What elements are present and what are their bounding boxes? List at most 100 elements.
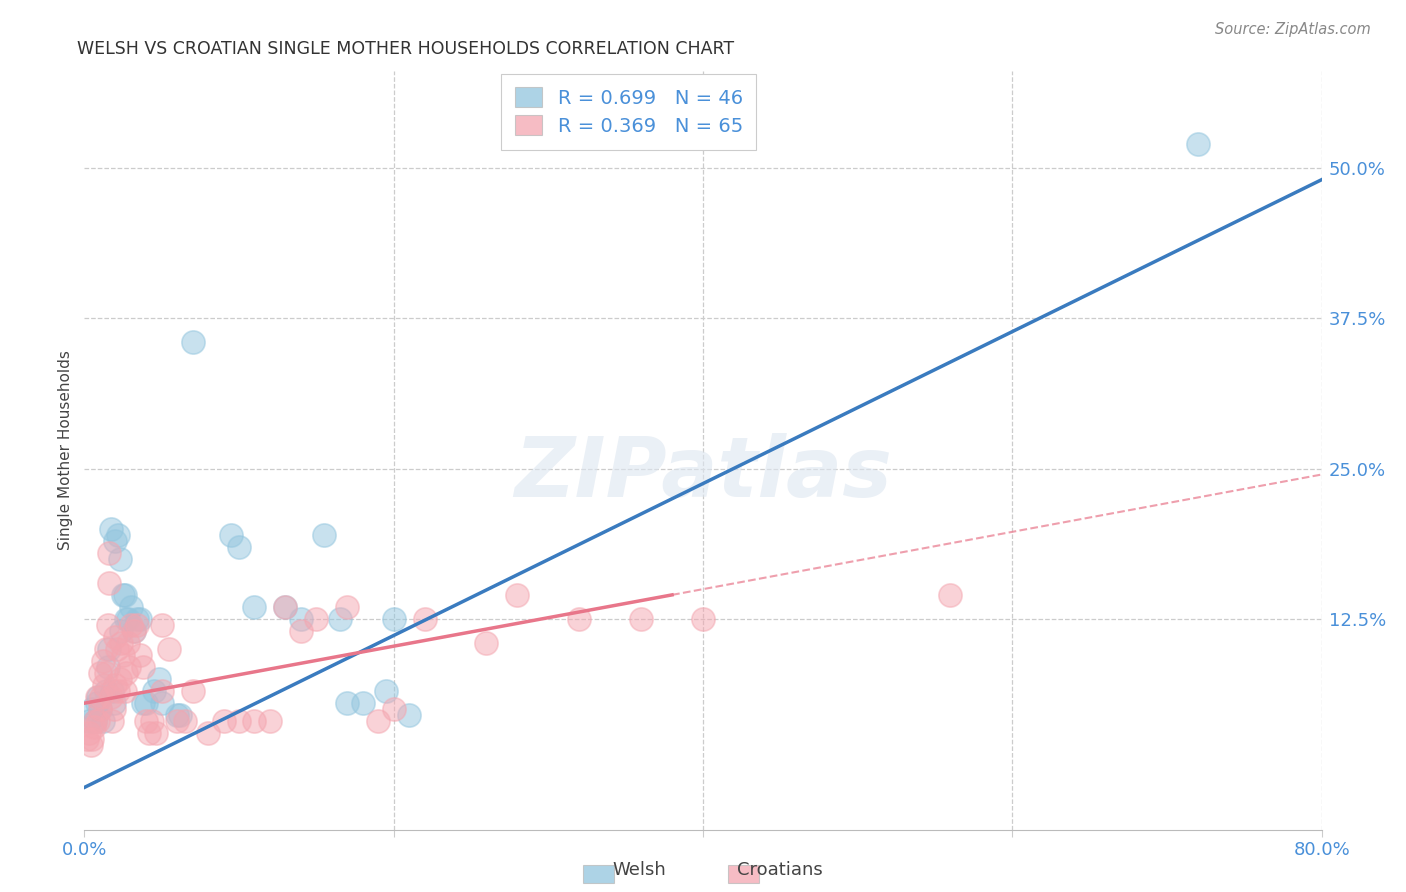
Point — [82, 702, 104, 716]
Point — [114, 684, 136, 698]
Point — [305, 612, 328, 626]
Point — [328, 612, 352, 626]
Point — [103, 696, 125, 710]
Point — [101, 714, 124, 729]
Point — [169, 708, 191, 723]
Point — [79, 739, 101, 753]
Point — [117, 612, 139, 626]
Point — [103, 702, 125, 716]
Point — [91, 654, 114, 668]
Point — [312, 527, 335, 541]
Point — [94, 684, 117, 698]
Point — [138, 726, 160, 740]
Point — [110, 624, 132, 638]
Point — [125, 612, 148, 626]
Point — [115, 612, 138, 626]
Point — [274, 599, 297, 614]
Point — [129, 648, 152, 662]
Point — [110, 636, 132, 650]
Point — [243, 599, 266, 614]
Text: ZIPatlas: ZIPatlas — [515, 433, 891, 514]
Point — [150, 684, 173, 698]
Point — [108, 551, 131, 566]
Point — [336, 599, 359, 614]
Point — [96, 618, 118, 632]
Point — [120, 599, 142, 614]
Point — [475, 636, 498, 650]
Point — [86, 696, 108, 710]
Point — [367, 714, 389, 729]
Point — [290, 612, 312, 626]
Point — [100, 522, 122, 536]
Point — [112, 648, 135, 662]
Point — [1187, 136, 1209, 151]
Point — [259, 714, 281, 729]
Text: WELSH VS CROATIAN SINGLE MOTHER HOUSEHOLDS CORRELATION CHART: WELSH VS CROATIAN SINGLE MOTHER HOUSEHOL… — [77, 40, 734, 58]
Point — [89, 666, 111, 681]
Point — [105, 642, 128, 657]
Point — [352, 696, 374, 710]
Point — [150, 618, 173, 632]
Point — [91, 714, 114, 729]
Y-axis label: Single Mother Households: Single Mother Households — [58, 351, 73, 550]
Point — [219, 527, 242, 541]
Point — [104, 533, 127, 548]
Point — [120, 618, 142, 632]
Point — [135, 714, 157, 729]
Point — [104, 678, 127, 692]
Point — [174, 714, 197, 729]
Point — [132, 696, 155, 710]
Point — [117, 636, 139, 650]
Point — [212, 714, 235, 729]
Point — [159, 642, 180, 657]
Point — [89, 702, 111, 716]
Point — [135, 696, 157, 710]
Point — [228, 714, 250, 729]
Point — [94, 666, 117, 681]
Point — [122, 624, 145, 638]
Point — [93, 678, 115, 692]
Point — [413, 612, 436, 626]
Point — [107, 527, 129, 541]
Point — [692, 612, 714, 626]
Point — [114, 588, 136, 602]
Point — [398, 708, 420, 723]
Point — [143, 684, 166, 698]
Point — [77, 714, 100, 729]
Point — [76, 732, 98, 747]
Point — [112, 588, 135, 602]
Point — [382, 702, 405, 716]
Point — [197, 726, 219, 740]
Point — [129, 612, 152, 626]
Point — [122, 624, 145, 638]
Text: Croatians: Croatians — [738, 861, 823, 879]
Point — [336, 696, 359, 710]
Point — [630, 612, 652, 626]
Legend: R = 0.699   N = 46, R = 0.369   N = 65: R = 0.699 N = 46, R = 0.369 N = 65 — [501, 73, 756, 150]
Point — [115, 666, 138, 681]
Point — [148, 672, 170, 686]
Point — [101, 684, 124, 698]
Point — [77, 726, 100, 740]
Point — [86, 690, 108, 705]
Point — [939, 588, 962, 602]
Point — [100, 690, 122, 705]
Point — [145, 726, 167, 740]
Point — [181, 335, 204, 350]
Point — [506, 588, 529, 602]
Text: Welsh: Welsh — [613, 861, 666, 879]
Point — [166, 708, 188, 723]
Point — [141, 714, 163, 729]
Point — [94, 642, 117, 657]
Text: Source: ZipAtlas.com: Source: ZipAtlas.com — [1215, 22, 1371, 37]
Point — [87, 690, 110, 705]
Point — [84, 714, 107, 729]
Point — [125, 618, 148, 632]
Point — [107, 684, 129, 698]
Point — [568, 612, 591, 626]
Point — [98, 642, 121, 657]
Point — [274, 599, 297, 614]
Point — [228, 540, 250, 554]
Point — [104, 630, 127, 644]
Point — [181, 684, 204, 698]
